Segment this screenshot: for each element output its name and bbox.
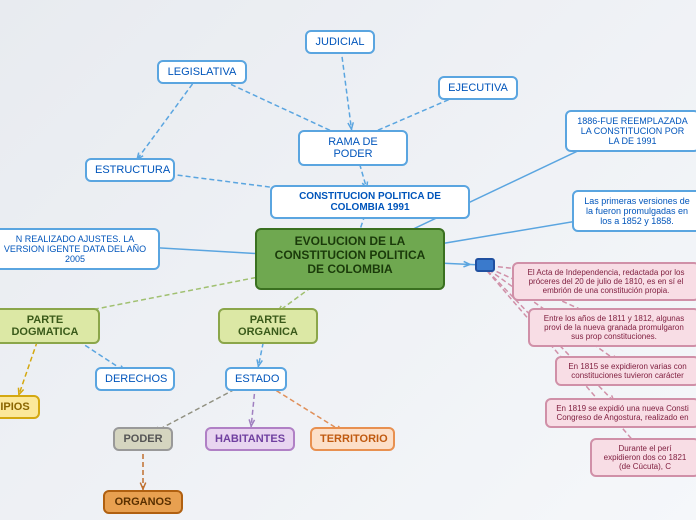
node-note1886[interactable]: 1886-FUE REEMPLAZADA LA CONSTITUCION POR… (565, 110, 696, 152)
node-poder[interactable]: PODER (113, 427, 173, 451)
node-territorio[interactable]: TERRITORIO (310, 427, 395, 451)
node-derechos[interactable]: DERECHOS (95, 367, 175, 391)
node-partedog[interactable]: PARTE DOGMATICA (0, 308, 100, 344)
node-legislativa[interactable]: LEGISLATIVA (157, 60, 247, 84)
node-pink5[interactable]: Durante el perí expidieron dos co 1821 (… (590, 438, 696, 477)
node-rama[interactable]: RAMA DE PODER (298, 130, 408, 166)
node-habitantes[interactable]: HABITANTES (205, 427, 295, 451)
node-const1991[interactable]: CONSTITUCION POLITICA DE COLOMBIA 1991 (270, 185, 470, 219)
node-pink4[interactable]: En 1819 se expidió una nueva Consti Cong… (545, 398, 696, 428)
node-ipios[interactable]: IPIOS (0, 395, 40, 419)
node-note2005[interactable]: N REALIZADO AJUSTES. LA VERSION IGENTE D… (0, 228, 160, 270)
node-pink3[interactable]: En 1815 se expidieron varias con constit… (555, 356, 696, 386)
node-judicial[interactable]: JUDICIAL (305, 30, 375, 54)
node-pink1[interactable]: El Acta de Independencia, redactada por … (512, 262, 696, 301)
node-estado[interactable]: ESTADO (225, 367, 287, 391)
node-ejecutiva[interactable]: EJECUTIVA (438, 76, 518, 100)
node-estructura[interactable]: ESTRUCTURA (85, 158, 175, 182)
node-pink2[interactable]: Entre los años de 1811 y 1812, algunas p… (528, 308, 696, 347)
node-organos[interactable]: ORGANOS (103, 490, 183, 514)
node-parteorg[interactable]: PARTE ORGANICA (218, 308, 318, 344)
node-main[interactable]: EVOLUCION DE LA CONSTITUCION POLITICA DE… (255, 228, 445, 290)
node-blue[interactable] (475, 258, 495, 272)
node-noteprimeras[interactable]: Las primeras versiones de la fueron prom… (572, 190, 696, 232)
mindmap-canvas[interactable]: EVOLUCION DE LA CONSTITUCION POLITICA DE… (0, 0, 696, 520)
